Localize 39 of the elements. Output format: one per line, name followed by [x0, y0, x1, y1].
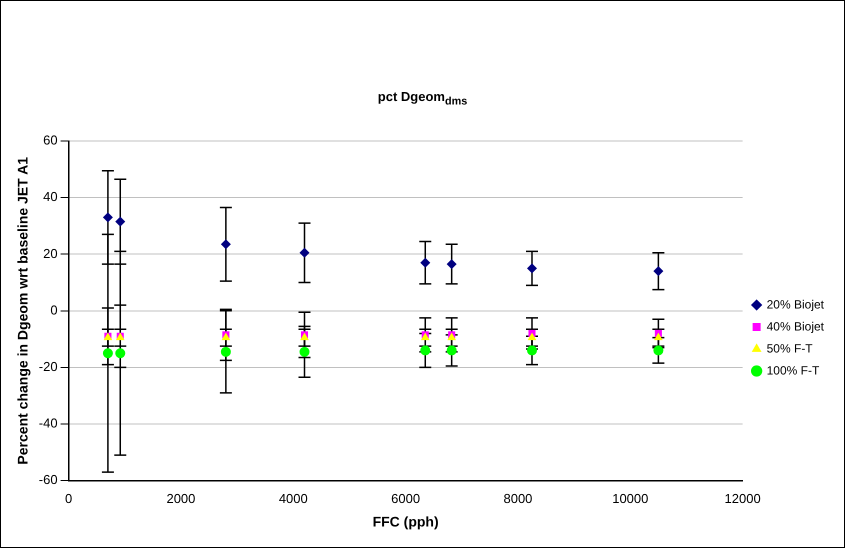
point: [220, 346, 231, 357]
point: [300, 346, 310, 357]
y-tick-label: -40: [38, 416, 58, 431]
x-tick-label: 4000: [278, 490, 308, 506]
legend-label: 20% Biojet: [766, 297, 825, 312]
y-tick-label: 20: [43, 246, 58, 261]
point: [102, 348, 113, 358]
x-tick-label: 10000: [612, 490, 648, 506]
legend-label: 40% Biojet: [766, 319, 825, 334]
x-tick-label: 0: [64, 490, 72, 506]
point: [528, 332, 536, 340]
point: [300, 248, 310, 258]
y-tick-label: 0: [50, 302, 58, 318]
y-tick-label: 60: [43, 132, 58, 148]
y-tick-label: -60: [38, 472, 58, 488]
point: [102, 212, 113, 222]
point: [220, 239, 231, 250]
x-tick-label: 2000: [166, 490, 196, 506]
x-tick-label: 6000: [391, 490, 420, 506]
legend-label: 50% F-T: [766, 341, 814, 356]
point: [526, 263, 537, 274]
point: [115, 216, 126, 227]
point: [654, 332, 663, 340]
point: [420, 345, 430, 356]
point: [115, 348, 126, 358]
point: [526, 345, 537, 356]
point: [446, 345, 457, 356]
y-axis-title: Percent change in Dgeom wrt baseline JET A1: [14, 156, 30, 465]
y-tick-label: -20: [38, 358, 58, 374]
point: [420, 258, 430, 268]
x-tick-label: 12000: [724, 490, 761, 506]
x-tick-label: 8000: [503, 490, 532, 506]
chart-title: pct Dgeom$_{dms}$: [376, 89, 468, 108]
point: [653, 345, 664, 356]
point: [653, 266, 664, 276]
legend-label: 100% F-T: [766, 363, 820, 378]
point: [446, 259, 457, 270]
y-tick-label: 40: [43, 189, 58, 204]
x-axis-title: FFC (pph): [372, 513, 439, 530]
